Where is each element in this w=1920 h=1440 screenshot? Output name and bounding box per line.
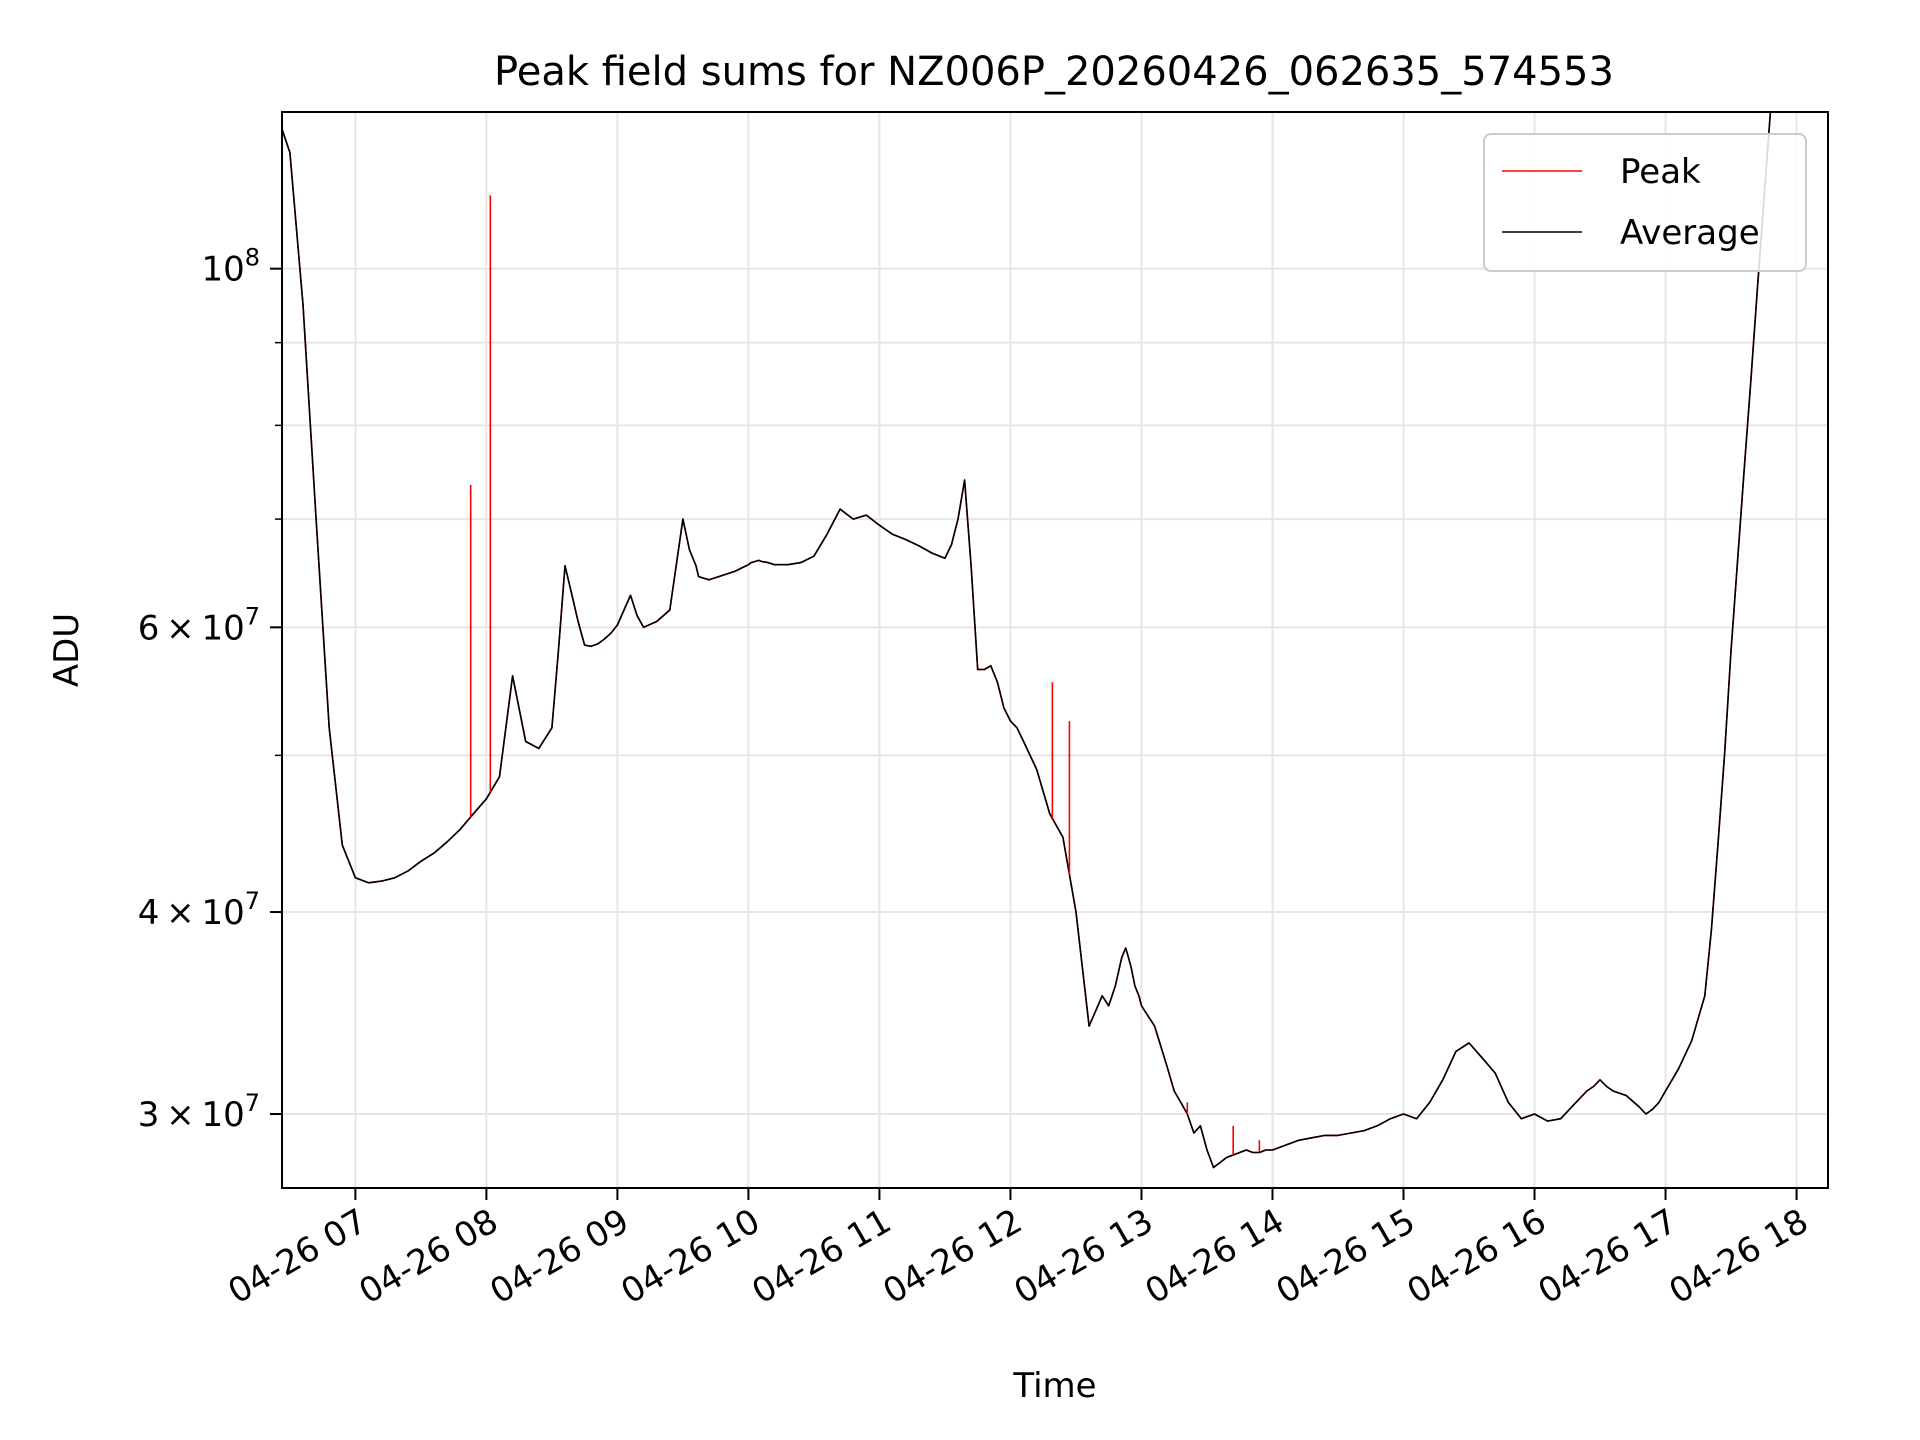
plot-frame (281, 111, 1829, 1189)
x-axis-label: Time (1012, 1366, 1096, 1406)
legend-box (1483, 133, 1807, 272)
y-tick-label: 6 × 107 (138, 602, 260, 648)
y-tick-label: 4 × 107 (138, 887, 260, 933)
y-axis-ticks: 3 × 107 4 × 107 6 × 107 108 (138, 244, 282, 1135)
y-tick-label: 108 (201, 244, 260, 290)
legend-peak-label: Peak (1620, 152, 1701, 192)
legend-average-label: Average (1620, 213, 1760, 253)
chart-title: Peak field sums for NZ006P_20260426_0626… (494, 49, 1614, 95)
legend[interactable]: Peak Average (1483, 133, 1807, 272)
series-line-average (281, 111, 1772, 1169)
y-axis-label: ADU (47, 613, 87, 687)
series-layer (281, 111, 1772, 1169)
y-tick-label: 3 × 107 (138, 1089, 260, 1135)
